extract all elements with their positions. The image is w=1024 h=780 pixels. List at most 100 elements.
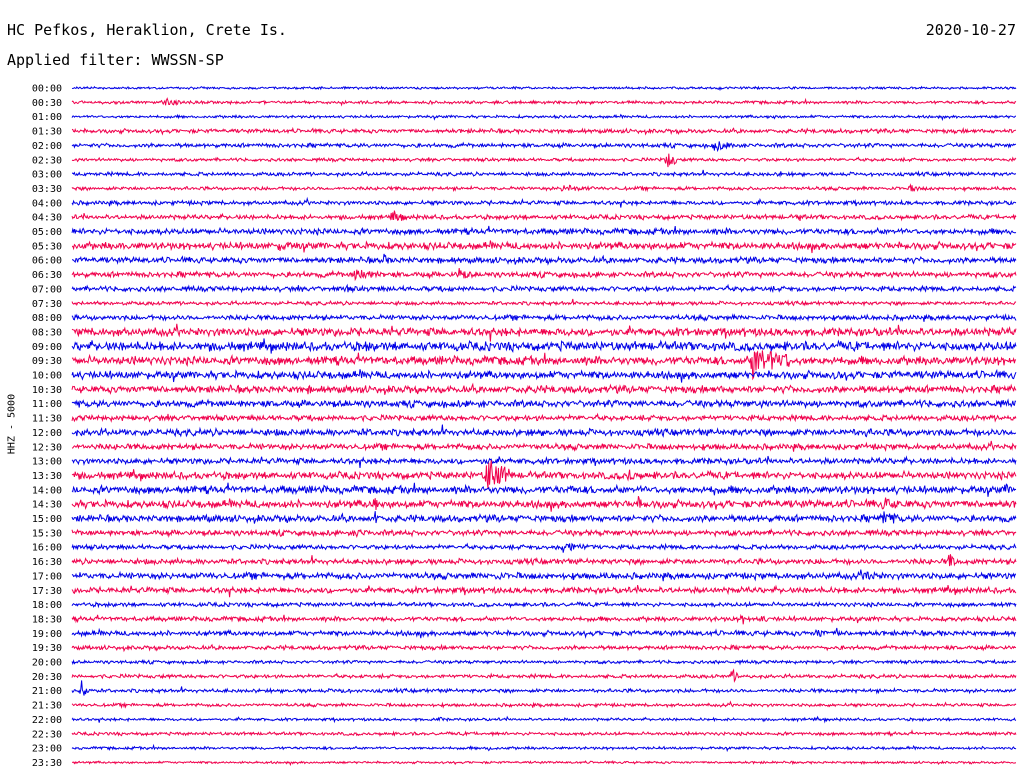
trace-line — [71, 729, 1017, 738]
time-tick-label: 05:00 — [32, 227, 62, 238]
time-tick-label: 20:30 — [32, 672, 62, 683]
time-tick-label: 12:00 — [32, 428, 62, 439]
trace-line — [71, 658, 1017, 666]
time-tick-label: 10:00 — [32, 371, 62, 382]
date-label: 2020-10-27 — [925, 21, 1016, 39]
trace-line — [71, 715, 1017, 724]
trace-line — [71, 528, 1017, 538]
trace-line — [71, 141, 1017, 153]
time-tick-label: 03:30 — [32, 184, 62, 195]
time-tick-label: 22:30 — [32, 729, 62, 740]
time-tick-label: 23:00 — [32, 744, 62, 755]
time-tick-label: 04:30 — [32, 213, 62, 224]
time-tick-label: 09:30 — [32, 356, 62, 367]
trace-line — [71, 85, 1017, 92]
trace-line — [71, 627, 1017, 639]
trace-line — [71, 97, 1017, 107]
trace-line — [71, 511, 1017, 524]
trace-line — [71, 759, 1017, 767]
trace-line — [71, 313, 1017, 323]
time-tick-label: 02:00 — [32, 141, 62, 152]
time-tick-label: 10:30 — [32, 385, 62, 396]
trace-line — [71, 382, 1017, 395]
trace-line — [71, 126, 1017, 136]
time-tick-label: 15:00 — [32, 514, 62, 525]
trace-line — [71, 338, 1017, 354]
time-tick-label: 11:30 — [32, 414, 62, 425]
trace-line — [71, 153, 1017, 168]
time-tick-label: 03:00 — [32, 170, 62, 181]
trace-line — [71, 350, 1017, 381]
time-tick-label: 01:00 — [32, 112, 62, 123]
trace-line — [71, 680, 1017, 696]
trace-line — [71, 600, 1017, 609]
time-tick-label: 06:30 — [32, 270, 62, 281]
trace-line — [71, 700, 1017, 710]
time-tick-label: 13:00 — [32, 457, 62, 468]
time-tick-label: 16:30 — [32, 557, 62, 568]
trace-line — [71, 323, 1017, 342]
trace-line — [71, 283, 1017, 294]
trace-line — [71, 424, 1017, 438]
time-tick-label: 16:00 — [32, 543, 62, 554]
time-tick-label: 01:30 — [32, 127, 62, 138]
time-tick-label: 12:30 — [32, 442, 62, 453]
time-tick-label: 15:30 — [32, 528, 62, 539]
trace-line — [71, 196, 1017, 208]
time-tick-label: 22:00 — [32, 715, 62, 726]
trace-line — [71, 113, 1017, 122]
time-tick-label: 04:00 — [32, 198, 62, 209]
time-tick-label: 17:00 — [32, 571, 62, 582]
trace-line — [71, 668, 1017, 683]
time-tick-label: 23:30 — [32, 758, 62, 769]
trace-line — [71, 584, 1017, 598]
time-tick-label: 18:30 — [32, 614, 62, 625]
trace-line — [71, 542, 1017, 553]
trace-line — [71, 368, 1017, 383]
time-tick-label: 13:30 — [32, 471, 62, 482]
time-tick-label: 00:30 — [32, 98, 62, 109]
time-tick-label: 19:30 — [32, 643, 62, 654]
trace-line — [71, 569, 1017, 582]
station-title: HC Pefkos, Heraklion, Crete Is. — [7, 21, 287, 39]
time-tick-label: 05:30 — [32, 241, 62, 252]
time-tick-label: 08:30 — [32, 327, 62, 338]
trace-line — [71, 240, 1017, 254]
time-tick-label: 18:00 — [32, 600, 62, 611]
trace-line — [71, 268, 1017, 282]
time-tick-label: 21:00 — [32, 686, 62, 697]
trace-line — [71, 643, 1017, 653]
trace-line — [71, 169, 1017, 178]
time-tick-label: 19:00 — [32, 629, 62, 640]
trace-line — [71, 455, 1017, 469]
time-tick-label: 09:00 — [32, 342, 62, 353]
trace-line — [71, 398, 1017, 410]
trace-line — [71, 613, 1017, 625]
trace-line — [71, 183, 1017, 193]
time-tick-label: 11:00 — [32, 399, 62, 410]
time-tick-label: 02:30 — [32, 155, 62, 166]
trace-line — [71, 440, 1017, 452]
time-tick-label: 07:00 — [32, 284, 62, 295]
filter-label: Applied filter: WWSSN-SP — [7, 51, 224, 69]
trace-line — [71, 482, 1017, 497]
time-tick-label: 17:30 — [32, 586, 62, 597]
trace-line — [72, 253, 1017, 266]
trace-line — [71, 743, 1017, 753]
trace-line — [71, 412, 1017, 423]
trace-line — [71, 298, 1017, 307]
time-tick-label: 07:30 — [32, 299, 62, 310]
time-tick-label: 20:00 — [32, 658, 62, 669]
trace-line — [71, 460, 1017, 489]
time-tick-label: 00:00 — [32, 84, 62, 95]
trace-line — [71, 496, 1017, 512]
time-tick-label: 06:00 — [32, 256, 62, 267]
time-tick-label: 21:30 — [32, 701, 62, 712]
time-tick-label: 08:00 — [32, 313, 62, 324]
time-tick-label: 14:00 — [32, 485, 62, 496]
trace-line — [71, 225, 1017, 237]
trace-line — [71, 210, 1017, 222]
trace-line — [71, 554, 1017, 567]
time-tick-label: 14:30 — [32, 500, 62, 511]
